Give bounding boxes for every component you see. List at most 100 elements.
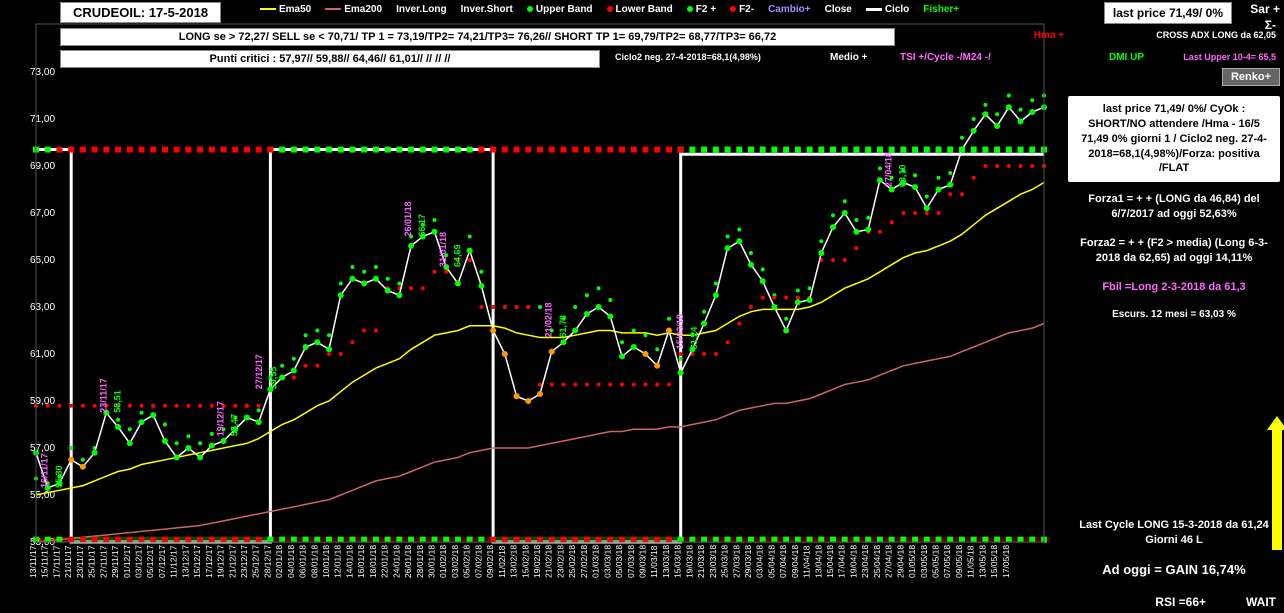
side-summary: last price 71,49/ 0%/ CyOk : SHORT/NO at… — [1068, 96, 1280, 182]
adoggi: Ad oggi = GAIN 16,74% — [1068, 557, 1280, 583]
svg-text:23/11/17: 23/11/17 — [75, 545, 85, 578]
svg-text:05/12/17: 05/12/17 — [145, 545, 155, 578]
svg-text:11/04/18: 11/04/18 — [802, 545, 812, 578]
legend-close: Close — [825, 4, 852, 15]
svg-text:21/02/18: 21/02/18 — [544, 545, 554, 578]
legend-ema200: Ema200 — [325, 4, 382, 15]
forza1: Forza1 = + + (LONG da 46,84) del 6/7/201… — [1068, 188, 1280, 226]
fbil: Fbil =Long 2-3-2018 da 61,3 — [1068, 276, 1280, 299]
svg-text:12/01/18: 12/01/18 — [333, 545, 343, 578]
svg-text:66,17: 66,17 — [417, 214, 427, 237]
svg-text:23/04/18: 23/04/18 — [860, 545, 870, 578]
svg-text:27/02/18: 27/02/18 — [579, 545, 589, 578]
svg-text:25/12/17: 25/12/17 — [251, 545, 261, 578]
svg-text:16/11/17: 16/11/17 — [40, 453, 50, 488]
svg-text:11/05/18: 11/05/18 — [966, 545, 976, 578]
svg-text:27/04/18: 27/04/18 — [884, 545, 894, 578]
svg-text:27/12/17: 27/12/17 — [254, 354, 264, 389]
svg-text:65,00: 65,00 — [30, 255, 55, 266]
svg-text:17/05/18: 17/05/18 — [1001, 545, 1011, 578]
svg-text:07/02/18: 07/02/18 — [473, 545, 483, 578]
main-chart: 53,0055,0057,0059,0061,0063,0065,0067,00… — [30, 22, 1050, 580]
svg-text:25/11/17: 25/11/17 — [87, 545, 97, 578]
legend-lowerband: Lower Band — [607, 4, 673, 15]
svg-text:30/01/18: 30/01/18 — [427, 545, 437, 578]
chart-svg: 53,0055,0057,0059,0061,0063,0065,0067,00… — [30, 22, 1050, 580]
svg-text:01/05/18: 01/05/18 — [907, 545, 917, 578]
side-panel: last price 71,49/ 0%/ CyOk : SHORT/NO at… — [1068, 96, 1280, 583]
svg-text:19/12/17: 19/12/17 — [216, 401, 226, 436]
svg-text:03/05/18: 03/05/18 — [919, 545, 929, 578]
svg-text:71,00: 71,00 — [30, 114, 55, 125]
svg-text:61,00: 61,00 — [30, 349, 55, 360]
last-cycle: Last Cycle LONG 15-3-2018 da 61,24 Giorn… — [1068, 514, 1280, 552]
svg-text:05/03/18: 05/03/18 — [614, 545, 624, 578]
svg-text:27/04/18: 27/04/18 — [884, 152, 894, 187]
legend-fisher: Fisher+ — [923, 4, 959, 15]
svg-text:13/05/18: 13/05/18 — [977, 545, 987, 578]
svg-text:19/04/18: 19/04/18 — [848, 545, 858, 578]
svg-text:57,47: 57,47 — [230, 414, 240, 437]
svg-text:23/02/18: 23/02/18 — [555, 545, 565, 578]
legend-ciclo: Ciclo — [866, 4, 909, 15]
svg-text:13/03/18: 13/03/18 — [661, 545, 671, 578]
forza2: Forza2 = + + (F2 > media) (Long 6-3-2018… — [1068, 232, 1280, 270]
rsi-value: RSI =66+ — [1155, 595, 1206, 609]
svg-text:17/11/17: 17/11/17 — [51, 545, 61, 578]
lastprice-box: last price 71,49/ 0% — [1104, 2, 1232, 24]
svg-text:73,00: 73,00 — [30, 67, 55, 78]
svg-text:07/05/18: 07/05/18 — [942, 545, 952, 578]
svg-text:02/01/18: 02/01/18 — [274, 545, 284, 578]
last-upper: Last Upper 10-4= 65,5 — [1183, 52, 1276, 62]
svg-text:03/04/18: 03/04/18 — [755, 545, 765, 578]
svg-text:07/12/17: 07/12/17 — [157, 545, 167, 578]
renko-box: Renko+ — [1222, 68, 1280, 86]
legend-ema50: Ema50 — [260, 4, 311, 15]
sar-label: Sar + — [1250, 2, 1280, 16]
svg-text:14/01/18: 14/01/18 — [344, 545, 354, 578]
legend-cambio: Cambio+ — [768, 4, 811, 15]
cross-adx: CROSS ADX LONG da 62,05 — [1156, 30, 1276, 40]
svg-text:05/02/18: 05/02/18 — [462, 545, 472, 578]
svg-text:09/04/18: 09/04/18 — [790, 545, 800, 578]
svg-text:09/05/18: 09/05/18 — [954, 545, 964, 578]
svg-text:29/11/17: 29/11/17 — [110, 545, 120, 578]
bottom-status: RSI =66+ WAIT — [1155, 595, 1276, 609]
svg-text:26/01/18: 26/01/18 — [403, 201, 413, 236]
svg-text:11/03/18: 11/03/18 — [649, 545, 659, 578]
svg-text:19/03/18: 19/03/18 — [684, 545, 694, 578]
svg-text:28/01/18: 28/01/18 — [415, 545, 425, 578]
legend-upperband: Upper Band — [527, 4, 593, 15]
svg-text:27/11/17: 27/11/17 — [98, 545, 108, 578]
svg-text:03/12/17: 03/12/17 — [133, 545, 143, 578]
svg-text:23/03/18: 23/03/18 — [708, 545, 718, 578]
svg-text:09/03/18: 09/03/18 — [637, 545, 647, 578]
svg-text:63,00: 63,00 — [30, 302, 55, 313]
svg-text:08/01/18: 08/01/18 — [309, 545, 319, 578]
svg-text:09/02/18: 09/02/18 — [485, 545, 495, 578]
trend-arrow-icon — [1272, 430, 1282, 550]
svg-text:64,69: 64,69 — [452, 245, 462, 268]
svg-text:21/02/18: 21/02/18 — [544, 303, 554, 338]
svg-text:01/02/18: 01/02/18 — [438, 545, 448, 578]
svg-text:27/03/18: 27/03/18 — [731, 545, 741, 578]
svg-text:25/02/18: 25/02/18 — [567, 545, 577, 578]
svg-text:15/05/18: 15/05/18 — [989, 545, 999, 578]
svg-text:13/12/17: 13/12/17 — [180, 545, 190, 578]
svg-text:11/02/18: 11/02/18 — [497, 545, 507, 578]
svg-text:25/04/18: 25/04/18 — [872, 545, 882, 578]
svg-text:69,00: 69,00 — [30, 161, 55, 172]
svg-text:04/01/18: 04/01/18 — [286, 545, 296, 578]
svg-text:59,55: 59,55 — [268, 367, 278, 390]
svg-text:26/01/18: 26/01/18 — [403, 545, 413, 578]
legend-f2m: F2- — [730, 4, 754, 15]
svg-text:07/03/18: 07/03/18 — [626, 545, 636, 578]
svg-text:03/03/18: 03/03/18 — [602, 545, 612, 578]
svg-text:03/02/18: 03/02/18 — [450, 545, 460, 578]
svg-text:28/12/17: 28/12/17 — [262, 545, 272, 578]
legend-f2p: F2 + — [687, 4, 716, 15]
svg-text:29/03/18: 29/03/18 — [743, 545, 753, 578]
svg-text:55,30: 55,30 — [54, 465, 64, 488]
svg-text:17/12/17: 17/12/17 — [204, 545, 214, 578]
svg-text:24/01/18: 24/01/18 — [391, 545, 401, 578]
